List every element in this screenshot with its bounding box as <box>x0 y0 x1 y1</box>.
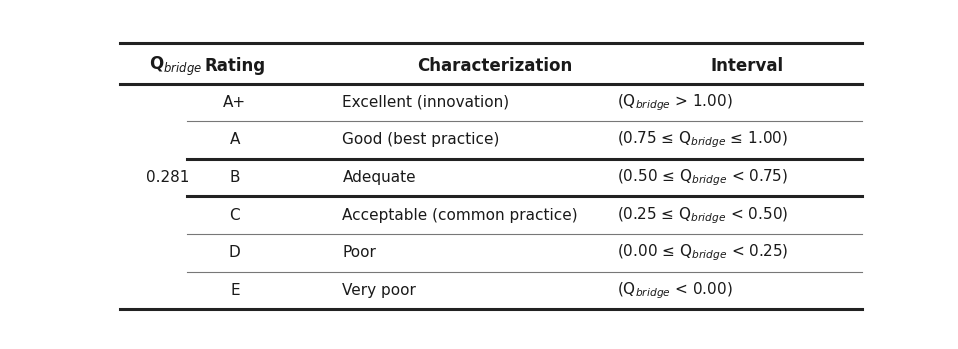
Text: (Q$_{\mathit{bridge}}$ < 0.00): (Q$_{\mathit{bridge}}$ < 0.00) <box>617 280 733 301</box>
Text: D: D <box>229 245 240 260</box>
Text: Q$_{\mathit{bridge}}$: Q$_{\mathit{bridge}}$ <box>149 54 202 78</box>
Text: (0.50 ≤ Q$_{\mathit{bridge}}$ < 0.75): (0.50 ≤ Q$_{\mathit{bridge}}$ < 0.75) <box>617 167 788 188</box>
Text: 0.281: 0.281 <box>147 170 190 185</box>
Text: Excellent (innovation): Excellent (innovation) <box>343 95 510 110</box>
Text: B: B <box>230 170 240 185</box>
Text: (0.00 ≤ Q$_{\mathit{bridge}}$ < 0.25): (0.00 ≤ Q$_{\mathit{bridge}}$ < 0.25) <box>617 243 788 263</box>
Text: E: E <box>230 283 240 298</box>
Text: Acceptable (common practice): Acceptable (common practice) <box>343 208 578 223</box>
Text: Good (best practice): Good (best practice) <box>343 133 500 148</box>
Text: Very poor: Very poor <box>343 283 417 298</box>
Text: (Q$_{\mathit{bridge}}$ > 1.00): (Q$_{\mathit{bridge}}$ > 1.00) <box>617 92 733 113</box>
Text: (0.75 ≤ Q$_{\mathit{bridge}}$ ≤ 1.00): (0.75 ≤ Q$_{\mathit{bridge}}$ ≤ 1.00) <box>617 130 788 150</box>
Text: Interval: Interval <box>711 57 784 75</box>
Text: C: C <box>230 208 240 223</box>
Text: Rating: Rating <box>204 57 265 75</box>
Text: (0.25 ≤ Q$_{\mathit{bridge}}$ < 0.50): (0.25 ≤ Q$_{\mathit{bridge}}$ < 0.50) <box>617 205 788 225</box>
Text: Characterization: Characterization <box>417 57 572 75</box>
Text: Poor: Poor <box>343 245 376 260</box>
Text: A+: A+ <box>223 95 246 110</box>
Text: A: A <box>230 133 240 148</box>
Text: Adequate: Adequate <box>343 170 416 185</box>
